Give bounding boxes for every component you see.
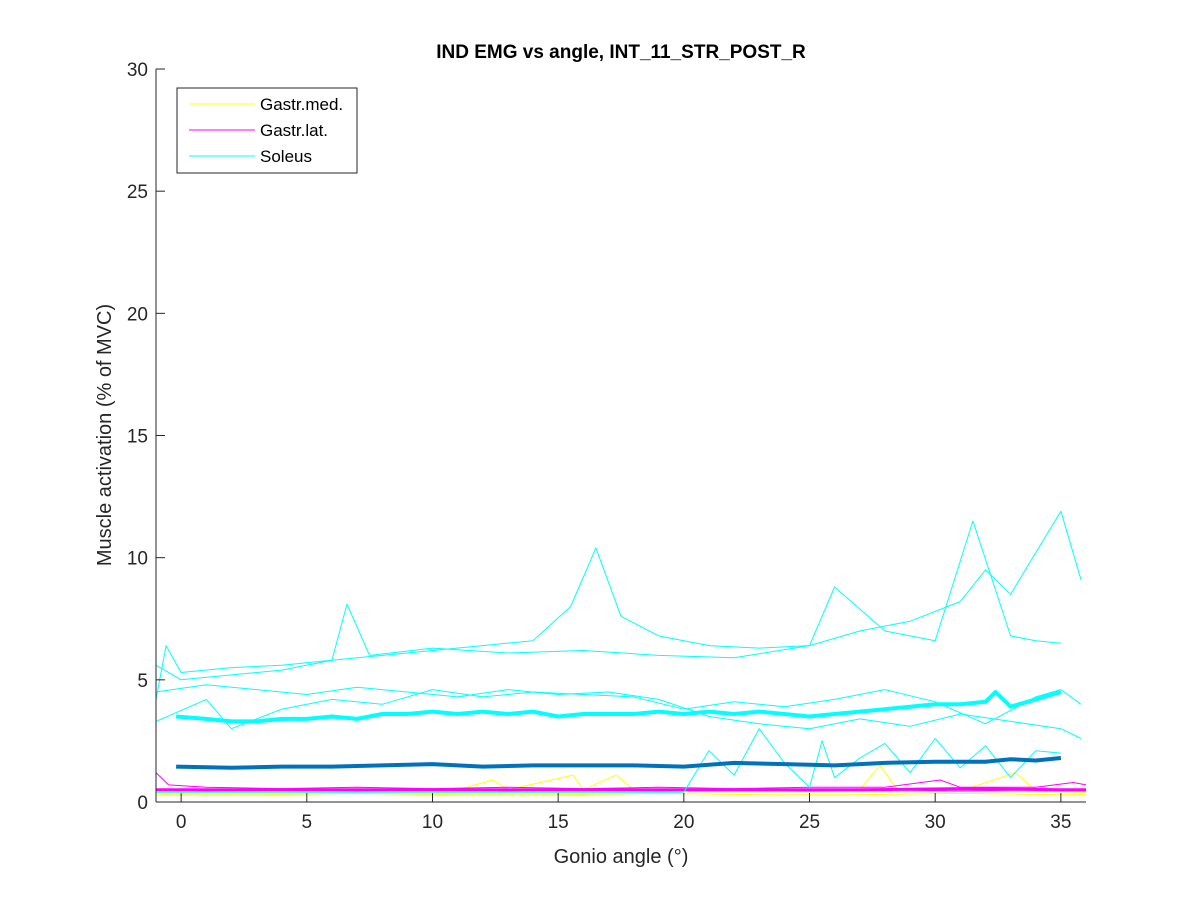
y-tick-label: 25: [127, 182, 148, 203]
x-tick-label: 15: [548, 812, 569, 833]
y-ticks: 0 5 10 15 20 25 30: [127, 60, 165, 814]
x-ticks: 0 5 10 15 20 25 30 35: [176, 793, 1071, 833]
x-tick-label: 10: [422, 812, 443, 833]
series-line-soleus-10: [175, 690, 1062, 724]
plot-area: [156, 69, 1086, 802]
y-axis-label: Muscle activation (% of MVC): [94, 304, 116, 566]
series-line-soleus-5: [156, 510, 1082, 700]
series-line-mean-11: [176, 756, 1062, 770]
x-tick-label: 5: [302, 812, 313, 833]
legend-label-gastr-med: Gastr.med.: [260, 95, 343, 114]
x-tick-label: 25: [799, 812, 820, 833]
x-tick-label: 0: [176, 812, 187, 833]
series-line-gastr-lat-2: [156, 772, 1086, 790]
y-tick-label: 30: [127, 60, 148, 81]
y-tick-label: 0: [137, 793, 148, 814]
series-line-soleus-8: [156, 684, 1082, 739]
legend-label-soleus: Soleus: [260, 147, 312, 166]
series-line-soleus-7: [156, 689, 1082, 730]
legend-label-gastr-lat: Gastr.lat.: [260, 121, 328, 140]
y-tick-label: 10: [127, 549, 148, 570]
x-tick-label: 35: [1050, 812, 1071, 833]
y-tick-label: 15: [127, 427, 148, 448]
series-line-soleus-9: [156, 728, 1061, 793]
chart-title: IND EMG vs angle, INT_11_STR_POST_R: [436, 42, 806, 63]
legend: Gastr.med. Gastr.lat. Soleus: [176, 87, 358, 174]
series-line-gastr-med-1: [156, 792, 1086, 796]
series-line-soleus-6: [156, 520, 1061, 681]
x-tick-label: 20: [673, 812, 694, 833]
y-tick-label: 5: [137, 671, 148, 692]
x-tick-label: 30: [925, 812, 946, 833]
y-tick-label: 20: [127, 304, 148, 325]
series-layer: [156, 510, 1086, 796]
series-line-gastr-lat-4: [156, 787, 1086, 792]
x-axis-label: Gonio angle (°): [554, 846, 689, 868]
